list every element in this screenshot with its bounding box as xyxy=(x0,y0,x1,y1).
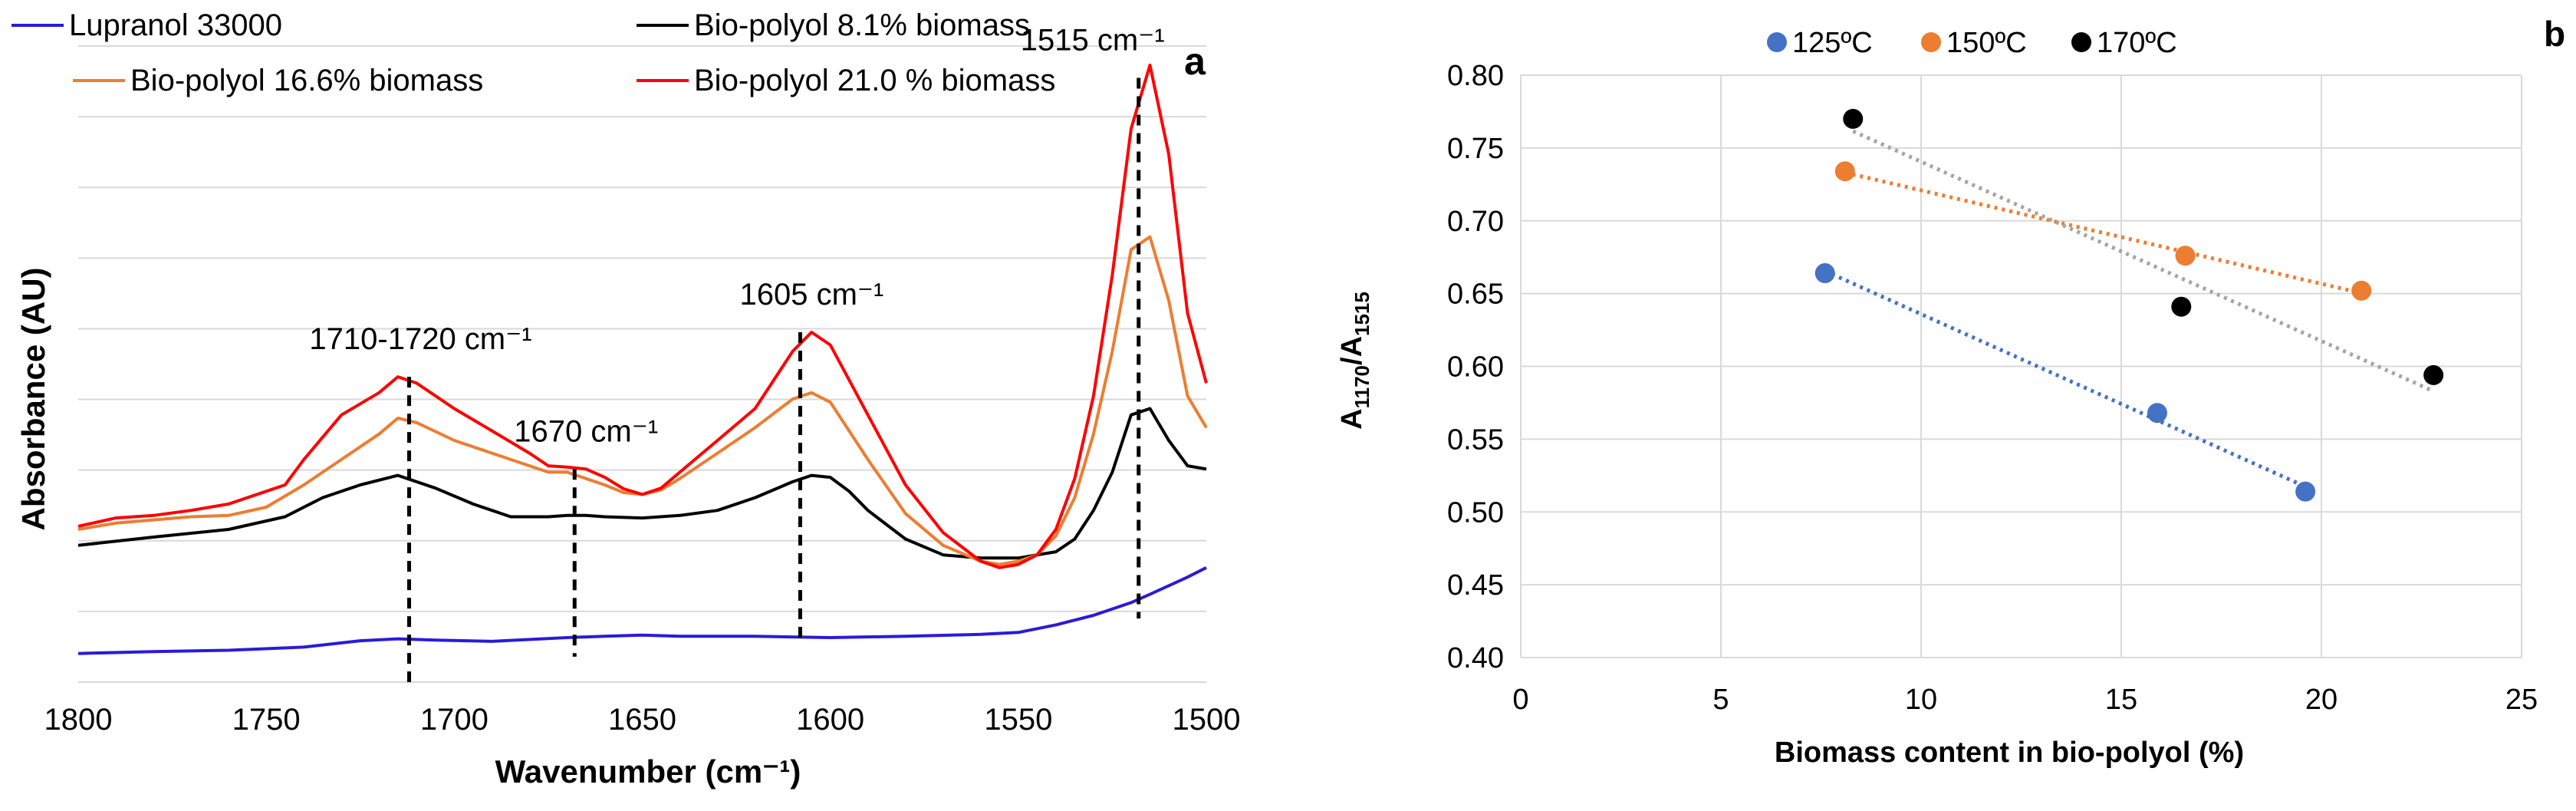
data-point xyxy=(1834,161,1855,182)
annotation-label: 1670 cm⁻¹ xyxy=(514,414,658,448)
x-tick-label: 1550 xyxy=(984,703,1052,737)
data-point xyxy=(2423,364,2444,385)
y-title-sub2: 1515 xyxy=(1351,292,1374,336)
panel-a-grid xyxy=(78,45,1206,683)
legend-marker xyxy=(2071,32,2091,52)
series-line-1 xyxy=(77,407,1207,560)
panel-a: 1710-1720 cm⁻¹ 1670 cm⁻¹ 1605 cm⁻¹ 1515 cm⁻… xyxy=(12,8,1240,790)
x-tick-label: 5 xyxy=(1712,684,1729,716)
series-line-0 xyxy=(77,566,1207,655)
y-tick-label: 0.70 xyxy=(1447,206,1504,238)
legend-marker xyxy=(1921,32,1941,52)
legend-label: Lupranol 33000 xyxy=(69,8,282,42)
x-tick-label: 20 xyxy=(2305,684,2337,716)
series-line-3 xyxy=(77,63,1208,569)
panel-b-trendlines xyxy=(1824,129,2435,489)
legend-marker xyxy=(1767,32,1787,52)
panel-a-y-axis-title: Absorbance (AU) xyxy=(15,267,51,530)
x-tick-label: 10 xyxy=(1905,684,1937,716)
data-point xyxy=(2295,481,2316,502)
y-tick-label: 0.45 xyxy=(1447,569,1504,602)
data-point xyxy=(2175,246,2196,266)
y-tick-label: 0.40 xyxy=(1447,642,1504,674)
legend-label: 125ºC xyxy=(1792,27,1873,59)
y-tick-label: 0.50 xyxy=(1447,496,1504,529)
panel-a-series xyxy=(77,63,1208,655)
panel-b-x-axis-title: Biomass content in bio-polyol (%) xyxy=(1775,737,2244,769)
panel-b-grid xyxy=(1520,74,2522,658)
y-tick-label: 0.60 xyxy=(1447,351,1504,384)
panel-b-y-axis-title: A1170/A1515 xyxy=(1336,292,1374,430)
annotation-label: 1515 cm⁻¹ xyxy=(1021,23,1165,57)
panel-a-annotations: 1710-1720 cm⁻¹ 1670 cm⁻¹ 1605 cm⁻¹ 1515 cm⁻… xyxy=(309,23,1165,682)
panel-b-label: b xyxy=(2544,14,2565,54)
x-tick-label: 1500 xyxy=(1173,703,1241,737)
y-tick-label: 0.75 xyxy=(1447,133,1504,165)
trendline-0 xyxy=(1824,269,2307,489)
panel-a-label: a xyxy=(1184,40,1206,83)
data-point xyxy=(2351,280,2372,301)
series-line-2 xyxy=(77,235,1208,566)
x-tick-label: 1600 xyxy=(796,703,864,737)
panel-b-points xyxy=(1814,108,2444,502)
x-tick-label: 25 xyxy=(2505,684,2538,716)
y-tick-label: 0.55 xyxy=(1447,424,1504,456)
y-title-sub1: 1170 xyxy=(1351,365,1374,408)
y-tick-label: 0.65 xyxy=(1447,279,1504,311)
panel-a-x-axis-title: Wavenumber (cm⁻¹) xyxy=(495,753,801,790)
data-point xyxy=(2171,296,2192,317)
panel-a-legend: Lupranol 33000 Bio-polyol 8.1% biomass Bio… xyxy=(12,8,1055,97)
panel-a-tick-labels: 1800 1750 1700 1650 1600 1550 1500 xyxy=(44,703,1241,737)
panel-b-legend: 125ºC 150ºC 170ºC xyxy=(1767,27,2177,59)
legend-label: 170ºC xyxy=(2097,27,2177,59)
x-tick-label: 1700 xyxy=(420,703,489,737)
data-point xyxy=(1814,263,1835,284)
annotation-label: 1605 cm⁻¹ xyxy=(740,278,884,312)
x-tick-label: 0 xyxy=(1512,684,1528,716)
data-point xyxy=(1843,108,1864,129)
legend-label: 150ºC xyxy=(1946,27,2027,59)
data-point xyxy=(2147,403,2167,424)
panel-b: 0.40 0.45 0.50 0.55 0.60 0.65 0.70 0.75 0.80 0 5 10… xyxy=(1336,14,2565,769)
panel-b-tick-labels: 0.40 0.45 0.50 0.55 0.60 0.65 0.70 0.75 0.80 0 5 10… xyxy=(1447,60,2538,716)
trendline-1 xyxy=(1844,170,2362,295)
y-tick-label: 0.80 xyxy=(1447,60,1504,92)
x-tick-label: 1800 xyxy=(44,703,113,737)
x-tick-label: 1650 xyxy=(608,703,676,737)
x-tick-label: 1750 xyxy=(232,703,301,737)
legend-label: Bio-polyol 8.1% biomass xyxy=(694,8,1030,42)
x-tick-label: 15 xyxy=(2105,684,2137,716)
trendline-2 xyxy=(1852,129,2435,394)
legend-label: Bio-polyol 21.0 % biomass xyxy=(694,64,1055,97)
y-title-mid: /A xyxy=(1336,336,1368,365)
y-title-a: A xyxy=(1336,408,1368,429)
legend-label: Bio-polyol 16.6% biomass xyxy=(130,64,483,97)
annotation-label: 1710-1720 cm⁻¹ xyxy=(309,322,531,356)
